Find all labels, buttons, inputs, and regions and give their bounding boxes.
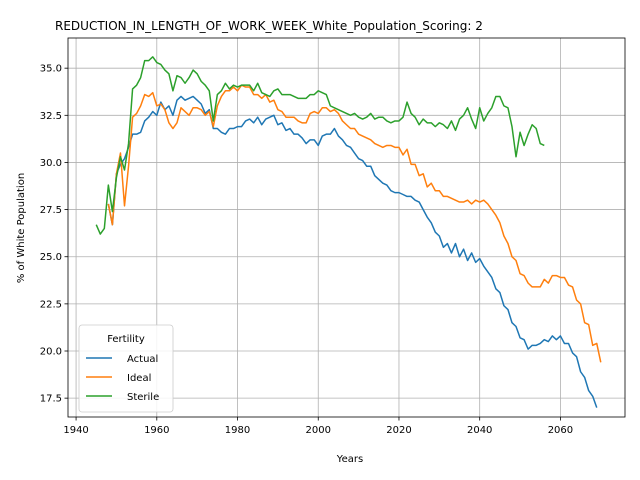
- legend-box: [78, 324, 174, 413]
- legend-entries: Actual Ideal Sterile: [86, 354, 159, 403]
- x-tick-label: 2060: [548, 425, 573, 436]
- plot-frame: [67, 37, 626, 418]
- series-line-sterile: [95, 56, 545, 235]
- legend: Fertility Actual Ideal Sterile: [78, 324, 174, 413]
- x-tick-label: 2020: [386, 425, 411, 436]
- series-line-actual: [107, 95, 598, 408]
- y-tick-label: 22.5: [40, 299, 62, 310]
- y-axis-label: % of White Population: [16, 173, 27, 283]
- x-tick-label: 1980: [225, 425, 250, 436]
- x-axis-label: Years: [336, 454, 363, 465]
- y-tick-label: 25.0: [40, 252, 62, 263]
- x-tick-label: 1960: [144, 425, 169, 436]
- y-tick-label: 17.5: [40, 394, 62, 405]
- x-tick-label: 2040: [467, 425, 492, 436]
- y-tick-label: 30.0: [40, 158, 62, 169]
- legend-label-actual: Actual: [127, 354, 158, 365]
- legend-label-sterile: Sterile: [127, 392, 159, 403]
- y-tick-label: 27.5: [40, 205, 62, 216]
- chart-title: REDUCTION_IN_LENGTH_OF_WORK_WEEK_White_P…: [55, 19, 483, 33]
- x-tick-label: 1940: [63, 425, 88, 436]
- legend-title: Fertility: [107, 334, 145, 345]
- y-tick-label: 32.5: [40, 111, 62, 122]
- series-lines: [95, 56, 602, 408]
- y-tick-label: 20.0: [40, 347, 62, 358]
- axis-ticks: 1940 1960 1980 2000 2020 2040 2060 17.5 20.0 22.5…: [40, 64, 573, 436]
- x-tick-label: 2000: [306, 425, 331, 436]
- series-line-ideal: [107, 84, 602, 363]
- legend-label-ideal: Ideal: [127, 373, 151, 384]
- y-tick-label: 35.0: [40, 64, 62, 75]
